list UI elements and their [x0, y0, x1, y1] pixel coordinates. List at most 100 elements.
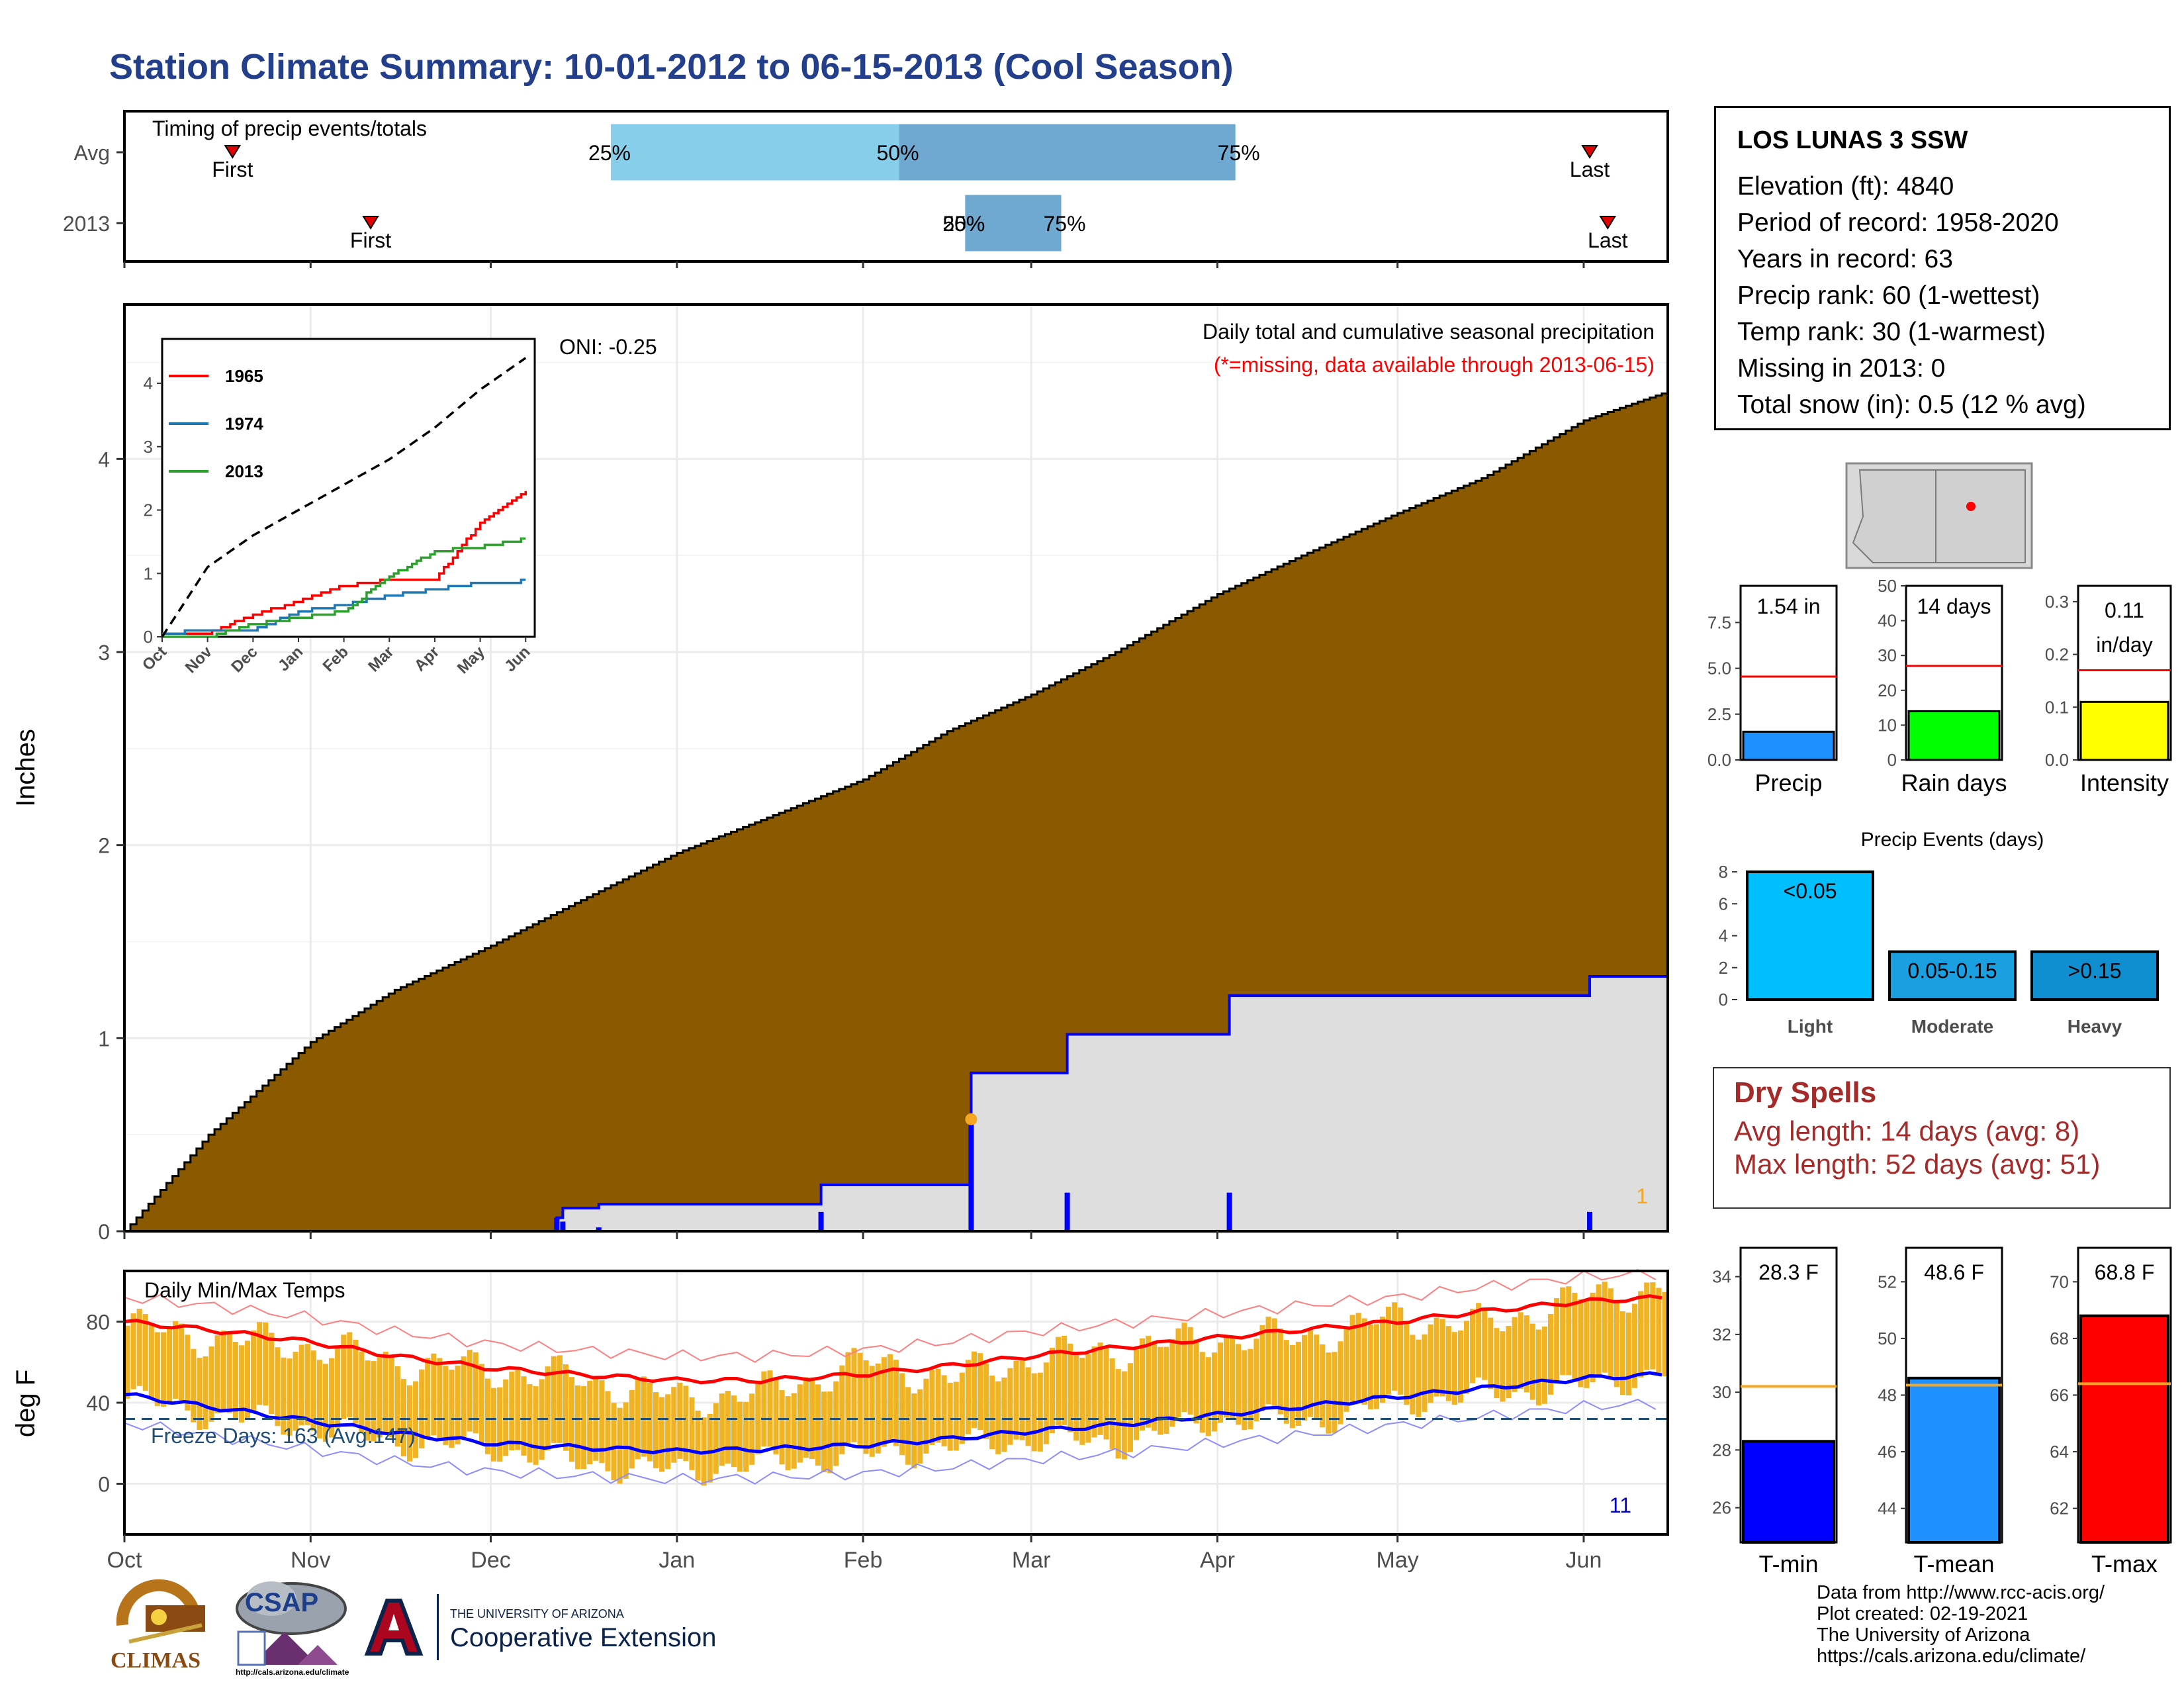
daily-temp-range-bar	[1398, 1307, 1404, 1395]
events-y-tick-label: 8	[1719, 862, 1728, 882]
timing-bar-50-75	[899, 124, 1236, 181]
temp-y-tick-label: 0	[98, 1472, 110, 1496]
daily-temp-range-bar	[1211, 1352, 1217, 1432]
daily-temp-range-bar	[827, 1391, 833, 1474]
daily-temp-range-bar	[503, 1379, 509, 1456]
small-bar-y-tick-label: 7.5	[1707, 612, 1731, 632]
daily-temp-range-bar	[1476, 1303, 1482, 1378]
daily-temp-range-bar	[515, 1370, 521, 1450]
daily-temp-range-bar	[1439, 1319, 1445, 1397]
daily-temp-range-bar	[1205, 1357, 1211, 1436]
daily-temp-range-bar	[478, 1364, 484, 1443]
temp-bar-value-label: 28.3 F	[1758, 1260, 1819, 1284]
station-period: Period of record: 1958-2020	[1737, 209, 2059, 237]
daily-temp-range-bar	[467, 1350, 473, 1432]
daily-temp-range-bar	[287, 1358, 293, 1436]
daily-temp-range-bar	[1482, 1307, 1488, 1380]
daily-temp-range-bar	[911, 1393, 917, 1469]
daily-temp-range-bar	[353, 1339, 359, 1424]
footer-line-3: The University of Arizona	[1817, 1624, 2030, 1646]
daily-temp-range-bar	[839, 1365, 845, 1454]
small-bar-value-label: 14 days	[1917, 594, 1991, 618]
daily-temp-range-bar	[341, 1335, 347, 1419]
small-bar-y-tick-label: 0.0	[2045, 750, 2069, 770]
daily-temp-range-bar	[251, 1330, 257, 1411]
small-bar-y-tick-label: 50	[1878, 576, 1897, 596]
daily-temp-range-bar	[1199, 1352, 1205, 1433]
daily-temp-range-bar	[1265, 1316, 1271, 1405]
daily-temp-range-bar	[1524, 1315, 1529, 1393]
timing-first-label: First	[212, 158, 253, 181]
inset-legend-label: 1965	[225, 366, 263, 386]
daily-temp-range-bar	[443, 1366, 449, 1445]
events-y-tick-label: 2	[1719, 958, 1728, 978]
daily-temp-range-bar	[989, 1376, 995, 1450]
daily-temp-range-bar	[551, 1356, 557, 1443]
daily-temp-range-bar	[779, 1390, 785, 1465]
daily-precip-bar	[1587, 1211, 1593, 1231]
daily-temp-range-bar	[773, 1379, 779, 1455]
daily-temp-range-bar	[1506, 1325, 1512, 1399]
daily-temp-range-bar	[605, 1391, 611, 1472]
daily-temp-range-bar	[1638, 1291, 1644, 1378]
climas-emblem-icon	[116, 1579, 205, 1644]
month-axis-label: Dec	[471, 1548, 510, 1573]
precip-y-tick-label: 4	[98, 447, 110, 471]
daily-temp-range-bar	[130, 1313, 136, 1389]
small-bar-y-tick-label: 0.3	[2045, 592, 2069, 612]
inset-frame	[161, 338, 536, 638]
daily-temp-range-bar	[1230, 1336, 1236, 1419]
daily-temp-range-bar	[1236, 1344, 1242, 1425]
daily-temp-range-bar	[767, 1370, 773, 1447]
daily-temp-range-bar	[167, 1326, 173, 1403]
station-location-marker	[1966, 502, 1976, 511]
precip-y-tick-label: 3	[98, 641, 110, 665]
daily-temp-range-bar	[563, 1364, 569, 1451]
daily-temp-range-bar	[545, 1366, 551, 1451]
temp-bar-y-tick-label: 70	[2050, 1272, 2069, 1291]
events-bar-label: 0.05-0.15	[1907, 959, 1997, 983]
daily-temp-range-bar	[203, 1356, 208, 1430]
timing-bar-25-50	[610, 124, 899, 181]
daily-temp-range-bar	[413, 1381, 419, 1458]
temp-bar-y-tick-label: 66	[2050, 1385, 2069, 1405]
precip-panel-title: Daily total and cumulative seasonal prec…	[1203, 320, 1655, 344]
daily-temp-range-bar	[1152, 1340, 1158, 1431]
daily-temp-range-bar	[1308, 1331, 1314, 1417]
daily-temp-range-bar	[719, 1393, 725, 1466]
precip-y-tick-label: 0	[98, 1220, 110, 1244]
daily-temp-range-bar	[1500, 1331, 1506, 1402]
daily-temp-range-bar	[899, 1373, 905, 1456]
daily-temp-range-bar	[599, 1380, 605, 1464]
station-info-box: LOS LUNAS 3 SSW Elevation (ft): 4840 Per…	[1714, 106, 2171, 430]
dry-spells-box: Dry Spells Avg length: 14 days (avg: 8) …	[1713, 1067, 2171, 1209]
daily-temp-range-bar	[1590, 1292, 1596, 1383]
csap-wordmark: CSAP	[245, 1588, 319, 1617]
small-bar-y-tick-label: 40	[1878, 611, 1897, 631]
daily-temp-range-bar	[1091, 1346, 1097, 1438]
daily-temp-range-bar	[587, 1380, 593, 1465]
temp-bar-category-label: T-mean	[1913, 1550, 1994, 1577]
timing-last-marker	[1599, 216, 1617, 230]
daily-temp-range-bar	[1338, 1341, 1343, 1425]
timing-last-marker	[1581, 145, 1598, 159]
daily-temp-range-bar	[635, 1379, 641, 1460]
daily-temp-range-bar	[179, 1323, 185, 1401]
temp-panel-title: Daily Min/Max Temps	[144, 1278, 345, 1302]
timing-p25-label: 25%	[588, 141, 631, 165]
ua-extension-text: Cooperative Extension	[450, 1623, 717, 1652]
avg-tmin-line	[124, 1371, 1662, 1455]
daily-temp-range-bar	[845, 1352, 851, 1445]
inset-line-average	[161, 357, 527, 637]
daily-temp-range-bar	[815, 1384, 821, 1466]
events-y-tick-label: 0	[1719, 990, 1728, 1009]
ua-university-text: THE UNIVERSITY OF ARIZONA	[450, 1607, 624, 1620]
daily-temp-range-bar	[154, 1332, 160, 1407]
timing-bar-50-75	[965, 195, 1062, 252]
daily-temp-range-bar	[1271, 1318, 1277, 1406]
daily-precip-bar	[596, 1227, 602, 1231]
daily-temp-range-bar	[142, 1314, 148, 1391]
daily-temp-range-bar	[821, 1391, 827, 1473]
daily-temp-range-bar	[1541, 1326, 1548, 1404]
